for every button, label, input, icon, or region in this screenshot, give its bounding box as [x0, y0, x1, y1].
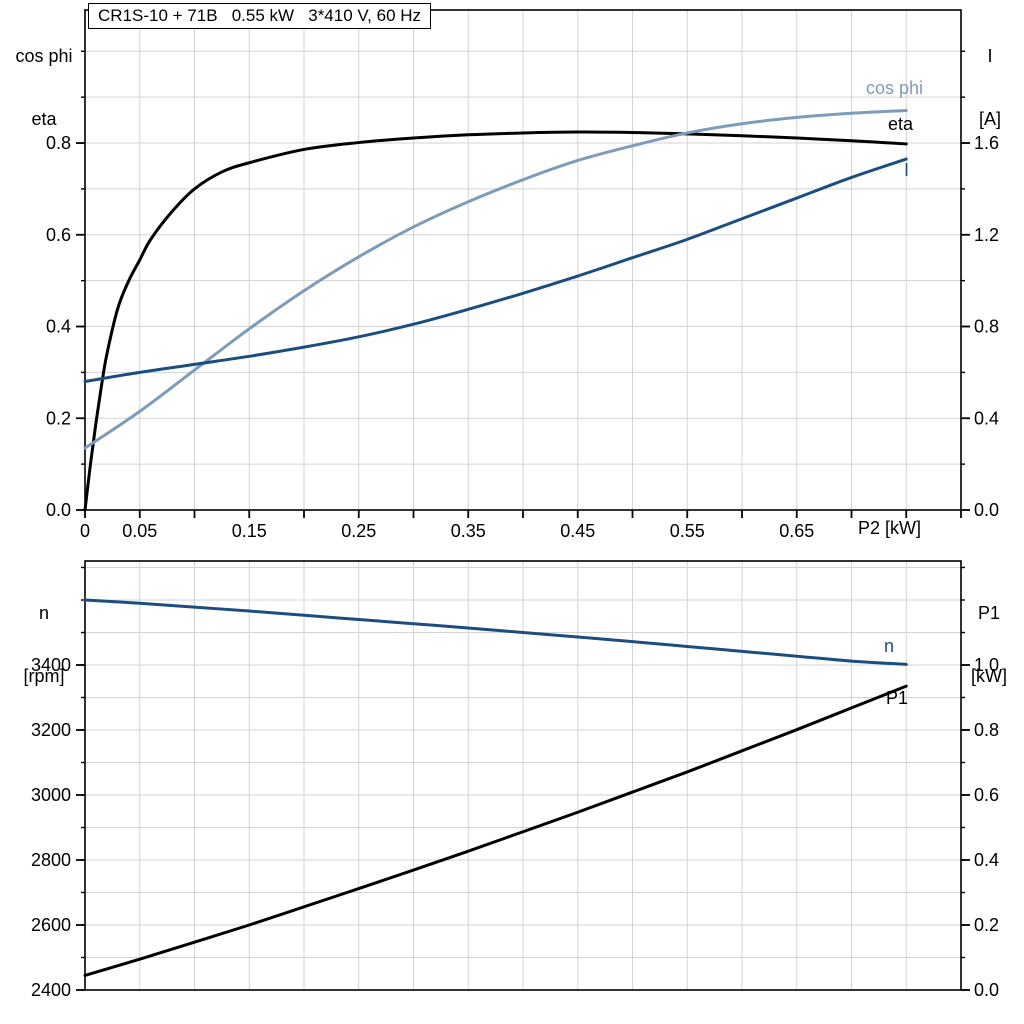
x-tick-label: 0.25 — [341, 521, 376, 541]
x-tick-label: 0 — [80, 521, 90, 541]
left-tick-label: 0.0 — [46, 500, 71, 520]
x-tick-label: 0.55 — [670, 521, 705, 541]
x-tick-label: 0.05 — [122, 521, 157, 541]
right-tick-label: 0.4 — [974, 408, 999, 428]
series-curve-I — [83, 157, 908, 384]
x-axis-title: P2 [kW] — [858, 518, 922, 538]
curve-label-cos-phi: cos phi — [866, 78, 924, 98]
left-tick-label: 2800 — [31, 850, 71, 870]
right-tick-label: 1.6 — [974, 133, 999, 153]
x-tick-label: 0.65 — [779, 521, 814, 541]
series-curve-cos-phi — [83, 108, 908, 450]
bottom-left-axis-title: n [rpm] — [4, 561, 84, 729]
left-tick-label: 0.2 — [46, 408, 71, 428]
left-tick-label: 0.6 — [46, 225, 71, 245]
axis-title-current: I — [987, 46, 993, 66]
curve-label-p1: P1 — [886, 688, 909, 708]
chart-title: CR1S-10 + 71B 0.55 kW 3*410 V, 60 Hz — [88, 3, 432, 29]
axis-title-current-unit: [A] — [978, 109, 1001, 129]
series-curve-P1 — [83, 684, 908, 977]
right-tick-label: 0.2 — [974, 915, 999, 935]
series-curve-n — [83, 598, 908, 666]
right-tick-label: 0.0 — [974, 500, 999, 520]
axis-title-p1: P1 — [977, 603, 1001, 623]
top-right-axis-title: I [A] — [960, 4, 1020, 172]
left-tick-label: 0.4 — [46, 317, 71, 337]
curve-label-eta: eta — [888, 114, 914, 134]
right-tick-label: 0.8 — [974, 317, 999, 337]
right-tick-label: 1.2 — [974, 225, 999, 245]
axis-title-eta: eta — [31, 109, 57, 129]
right-tick-label: 1.0 — [974, 655, 999, 675]
x-tick-label: 0.45 — [560, 521, 595, 541]
right-tick-label: 0.0 — [974, 980, 999, 1000]
right-tick-label: 0.8 — [974, 720, 999, 740]
axis-title-speed-unit: [rpm] — [23, 666, 65, 686]
left-tick-label: 2600 — [31, 915, 71, 935]
x-tick-label: 0.35 — [451, 521, 486, 541]
left-tick-label: 3200 — [31, 720, 71, 740]
top-left-axis-title: cos phi eta — [4, 4, 84, 172]
curve-label-speed: n — [884, 636, 895, 656]
left-tick-label: 0.8 — [46, 133, 71, 153]
left-tick-label: 2400 — [31, 980, 71, 1000]
curve-label-current: I — [904, 160, 910, 180]
plot-border — [84, 560, 962, 991]
axis-title-speed: n — [38, 603, 49, 623]
axis-title-cos-phi: cos phi — [15, 46, 73, 66]
axis-title-p1-unit: [kW] — [971, 666, 1007, 686]
right-tick-label: 0.6 — [974, 785, 999, 805]
bottom-right-axis-title: P1 [kW] — [958, 561, 1020, 729]
left-tick-label: 3000 — [31, 785, 71, 805]
right-tick-label: 0.4 — [974, 850, 999, 870]
x-tick-label: 0.15 — [232, 521, 267, 541]
left-tick-label: 3400 — [31, 655, 71, 675]
